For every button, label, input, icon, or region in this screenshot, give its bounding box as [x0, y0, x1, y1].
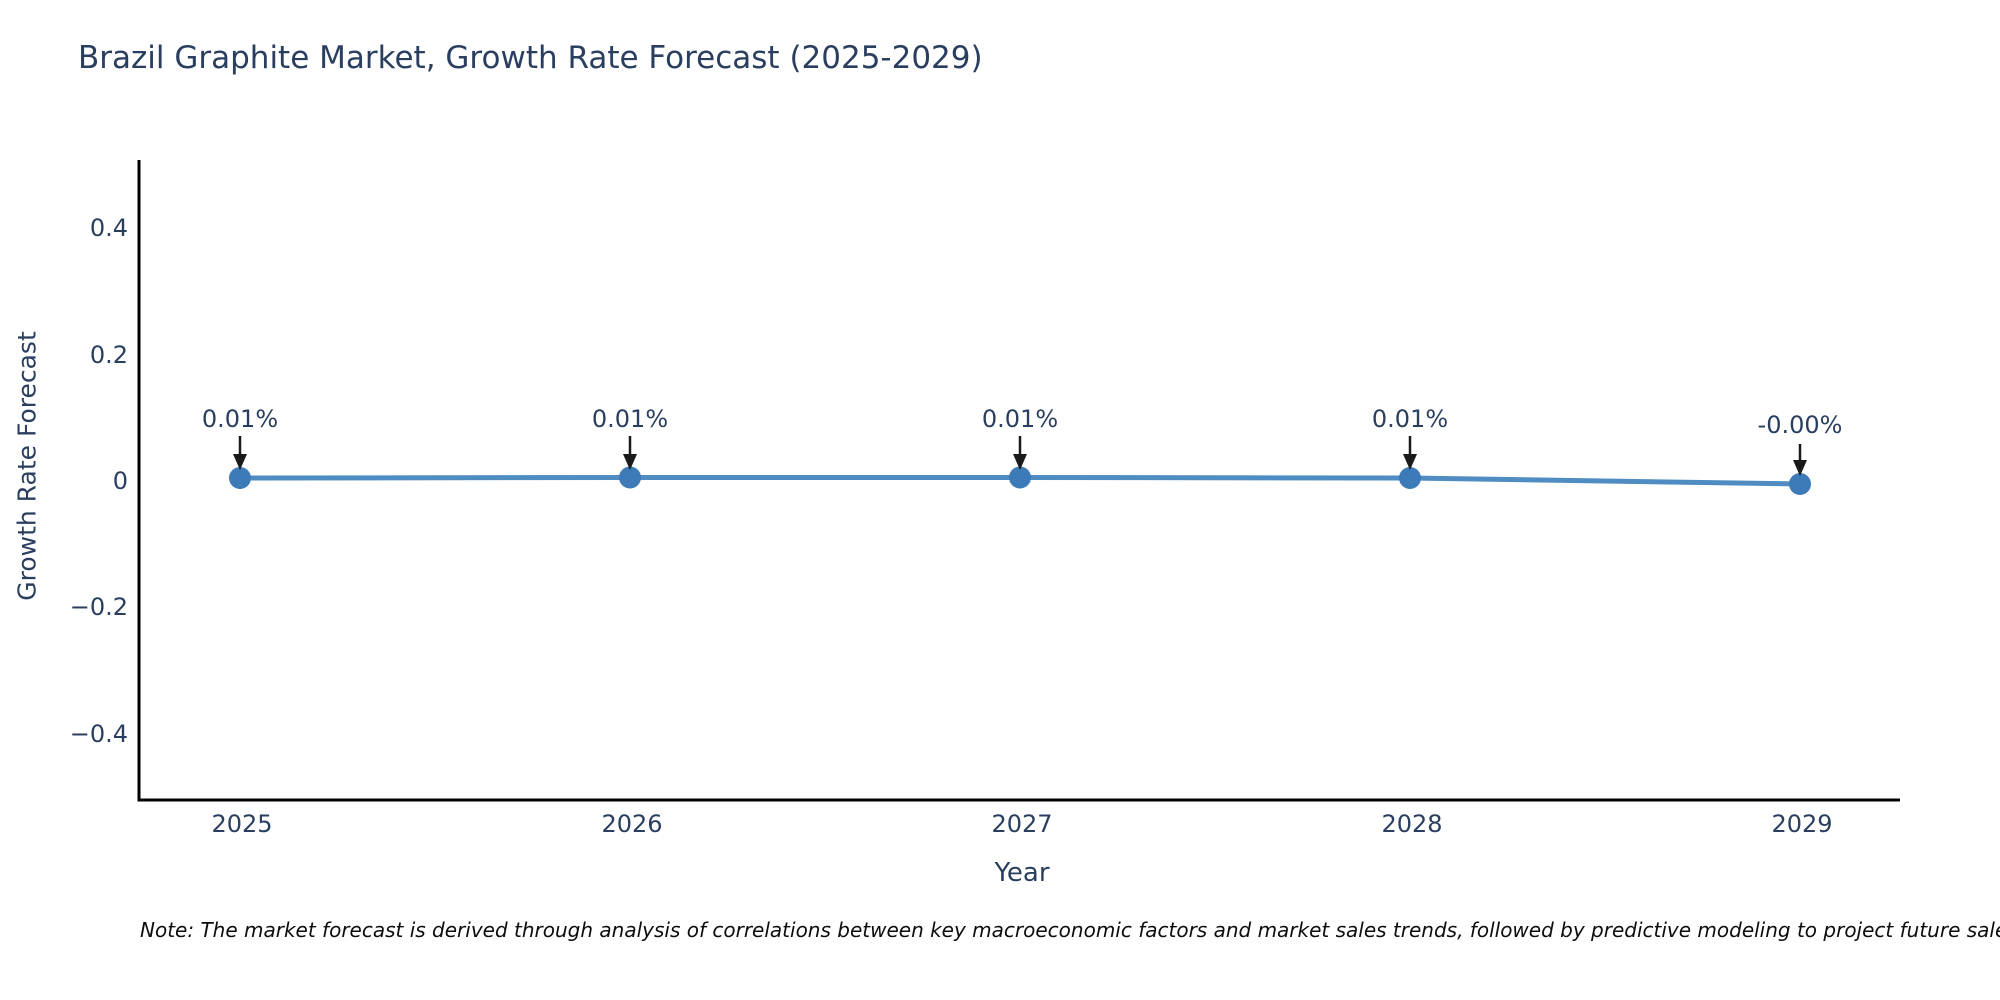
annotation-arrow-2025 — [233, 436, 247, 470]
annotation-label-2029: -0.00% — [1757, 411, 1843, 439]
annotation-label-2028: 0.01% — [1371, 405, 1449, 433]
data-point-marker-2029 — [1789, 473, 1811, 495]
chart-title: Brazil Graphite Market, Growth Rate Fore… — [78, 40, 983, 76]
x-tick-label: 2029 — [1771, 810, 1833, 838]
y-tick-label: −0.2 — [69, 593, 128, 621]
data-point-marker-2025 — [229, 467, 251, 489]
annotation-arrow-2027 — [1013, 436, 1027, 470]
y-tick-label: −0.4 — [69, 720, 128, 748]
x-tick-label: 2027 — [991, 810, 1053, 838]
x-tick-label: 2025 — [211, 810, 273, 838]
y-tick-label: 0 — [112, 467, 128, 495]
annotation-arrow-2026 — [623, 436, 637, 470]
annotation-arrow-2028 — [1403, 436, 1417, 470]
annotation-arrow-2029 — [1793, 444, 1807, 476]
data-point-marker-2026 — [619, 466, 641, 489]
y-axis-title: Growth Rate Forecast — [12, 331, 42, 601]
annotation-label-2027: 0.01% — [981, 405, 1059, 433]
annotation-label-2026: 0.01% — [591, 405, 669, 433]
data-point-marker-2027 — [1009, 466, 1031, 489]
x-tick-label: 2028 — [1381, 810, 1443, 838]
x-axis-title: Year — [994, 858, 1050, 888]
annotation-label-2025: 0.01% — [201, 405, 279, 433]
footnote: Note: The market forecast is derived thr… — [140, 918, 2000, 942]
x-tick-label: 2026 — [601, 810, 663, 838]
data-point-marker-2028 — [1399, 467, 1421, 489]
y-tick-label: 0.2 — [89, 341, 128, 369]
y-tick-label: 0.4 — [89, 214, 128, 242]
